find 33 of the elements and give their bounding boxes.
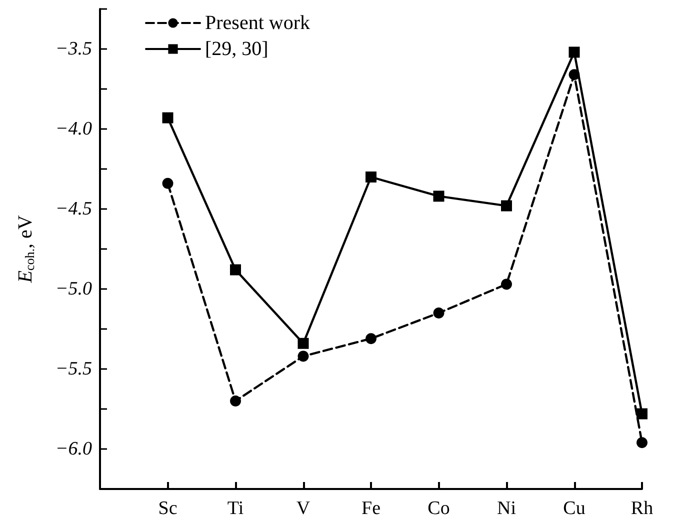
point — [162, 178, 174, 189]
y-tick-label: −3.5 — [55, 38, 92, 60]
y-tick-label: −4.5 — [55, 198, 92, 220]
x-tick-label: Co — [428, 498, 450, 519]
point — [298, 338, 309, 349]
point — [298, 350, 309, 362]
point — [433, 308, 444, 318]
legend-label: [29, 30] — [205, 38, 268, 60]
point — [366, 172, 376, 182]
point — [230, 264, 241, 276]
point — [366, 333, 376, 344]
y-axis-title: Ecoh., eV — [14, 214, 37, 284]
point — [636, 437, 648, 448]
y-tick-label: −5.5 — [55, 358, 92, 380]
x-tick-label: Ti — [227, 498, 244, 519]
point — [568, 69, 580, 80]
x-tick-label: Ni — [497, 498, 516, 519]
y-tick-label: −5.0 — [55, 278, 92, 300]
y-tick-label: −4.0 — [55, 118, 92, 140]
point — [433, 190, 444, 202]
x-tick-label: Sc — [158, 498, 178, 519]
legend-label: Present work — [205, 12, 310, 34]
x-tick-label: V — [296, 498, 310, 519]
point — [230, 396, 241, 406]
y-tick-label: −6.0 — [55, 438, 92, 460]
x-tick-label: Rh — [630, 498, 654, 519]
point — [568, 46, 580, 58]
point — [162, 112, 174, 124]
x-tick-label: Fe — [362, 498, 380, 519]
point — [501, 278, 512, 290]
point — [636, 408, 648, 420]
x-tick-label: Cu — [563, 498, 586, 519]
point — [501, 200, 512, 212]
